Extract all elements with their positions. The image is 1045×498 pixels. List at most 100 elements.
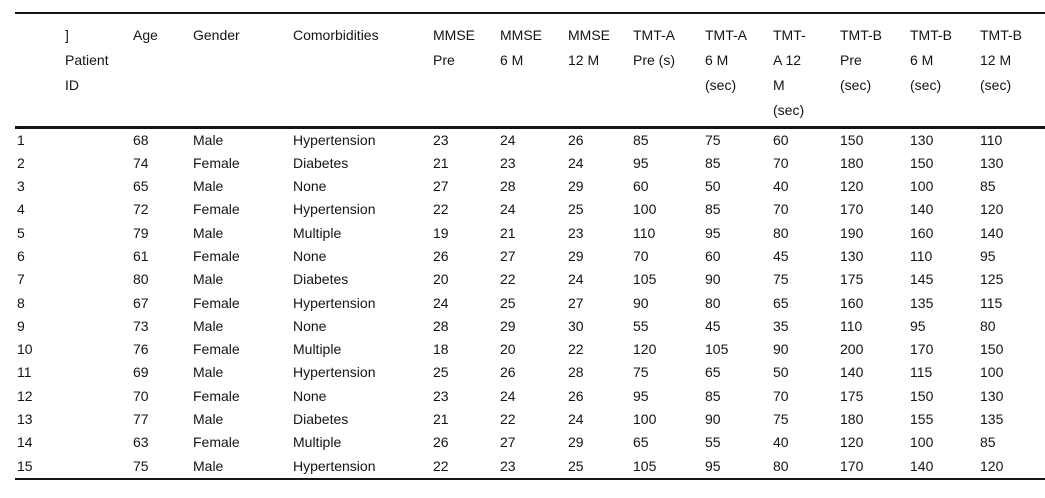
table-row: 5 79 Male Multiple 19 21 23 110 95 80 190 160 140 bbox=[15, 222, 1045, 245]
cell-mmse_6m: 20 bbox=[500, 341, 516, 358]
column-header-mmse_6m: MMSE 6 M bbox=[500, 27, 542, 68]
cell-tmtb_pre: 170 bbox=[840, 457, 864, 474]
cell-age: 75 bbox=[133, 457, 149, 474]
cell-tmta_12m: 80 bbox=[773, 457, 789, 474]
column-header-tmta_12m: TMT- A 12 M (sec) bbox=[773, 27, 806, 118]
cell-age: 74 bbox=[133, 154, 149, 171]
cell-age: 76 bbox=[133, 341, 149, 358]
cell-comorbidities: None bbox=[293, 247, 327, 264]
table-row: 11 69 Male Hypertension 25 26 28 75 65 50 140 115 10… bbox=[15, 361, 1045, 384]
cell-mmse_pre: 23 bbox=[433, 131, 449, 148]
cell-tmtb_pre: 180 bbox=[840, 411, 864, 428]
cell-tmta_12m: 80 bbox=[773, 224, 789, 241]
column-header-tmta_pre: TMT-A Pre (s) bbox=[633, 27, 675, 68]
cell-tmta_12m: 75 bbox=[773, 411, 789, 428]
cell-mmse_pre: 21 bbox=[433, 411, 449, 428]
table-row: 15 75 Male Hypertension 22 23 25 105 95 80 170 140 1… bbox=[15, 455, 1045, 479]
cell-patient_id: 5 bbox=[17, 224, 25, 241]
cell-age: 69 bbox=[133, 364, 149, 381]
cell-tmtb_12m: 140 bbox=[980, 224, 1004, 241]
cell-mmse_pre: 26 bbox=[433, 247, 449, 264]
cell-mmse_pre: 24 bbox=[433, 294, 449, 311]
cell-patient_id: 11 bbox=[17, 364, 32, 381]
cell-mmse_12m: 26 bbox=[568, 387, 584, 404]
cell-tmta_12m: 65 bbox=[773, 294, 789, 311]
table-row: 6 61 Female None 26 27 29 70 60 45 130 110 95 bbox=[15, 245, 1045, 268]
cell-tmtb_pre: 140 bbox=[840, 364, 864, 381]
cell-tmtb_12m: 120 bbox=[980, 457, 1004, 474]
cell-patient_id: 10 bbox=[17, 341, 33, 358]
cell-tmta_pre: 55 bbox=[633, 317, 649, 334]
cell-mmse_12m: 27 bbox=[568, 294, 584, 311]
cell-tmtb_12m: 150 bbox=[980, 341, 1004, 358]
cell-gender: Female bbox=[193, 201, 240, 218]
cell-tmta_pre: 120 bbox=[633, 341, 657, 358]
cell-age: 63 bbox=[133, 434, 149, 451]
patient-data-table: ] Patient ID Age Gender Comorbidities MMSE P… bbox=[15, 12, 1045, 480]
cell-mmse_pre: 19 bbox=[433, 224, 449, 241]
cell-mmse_pre: 20 bbox=[433, 271, 449, 288]
cell-tmta_6m: 85 bbox=[705, 387, 721, 404]
cell-gender: Male bbox=[193, 224, 224, 241]
cell-tmta_pre: 75 bbox=[633, 364, 649, 381]
cell-age: 80 bbox=[133, 271, 149, 288]
cell-age: 72 bbox=[133, 201, 149, 218]
cell-tmtb_12m: 85 bbox=[980, 178, 996, 195]
cell-tmtb_6m: 155 bbox=[910, 411, 934, 428]
cell-mmse_6m: 27 bbox=[500, 247, 516, 264]
column-header-tmtb_12m: TMT-B 12 M (sec) bbox=[980, 27, 1022, 93]
table-header: ] Patient ID Age Gender Comorbidities MMSE P… bbox=[15, 13, 1045, 127]
cell-tmtb_6m: 130 bbox=[910, 131, 934, 148]
cell-gender: Female bbox=[193, 434, 240, 451]
cell-tmta_12m: 75 bbox=[773, 271, 789, 288]
cell-mmse_12m: 26 bbox=[568, 131, 584, 148]
cell-tmtb_6m: 150 bbox=[910, 387, 934, 404]
cell-tmta_12m: 50 bbox=[773, 364, 789, 381]
table-row: 2 74 Female Diabetes 21 23 24 95 85 70 180 150 130 bbox=[15, 152, 1045, 175]
table-row: 3 65 Male None 27 28 29 60 50 40 120 100 85 bbox=[15, 175, 1045, 198]
table-row: 13 77 Male Diabetes 21 22 24 100 90 75 180 155 135 bbox=[15, 408, 1045, 431]
cell-mmse_12m: 28 bbox=[568, 364, 584, 381]
cell-tmta_12m: 70 bbox=[773, 387, 789, 404]
cell-tmtb_12m: 100 bbox=[980, 364, 1004, 381]
cell-mmse_12m: 29 bbox=[568, 434, 584, 451]
cell-mmse_6m: 28 bbox=[500, 178, 516, 195]
cell-tmta_6m: 60 bbox=[705, 247, 721, 264]
cell-patient_id: 13 bbox=[17, 411, 33, 428]
cell-tmtb_pre: 190 bbox=[840, 224, 864, 241]
cell-comorbidities: Diabetes bbox=[293, 154, 349, 171]
cell-gender: Female bbox=[193, 247, 240, 264]
cell-comorbidities: Hypertension bbox=[293, 131, 376, 148]
cell-mmse_pre: 25 bbox=[433, 364, 449, 381]
cell-tmta_6m: 45 bbox=[705, 317, 721, 334]
cell-age: 73 bbox=[133, 317, 149, 334]
cell-patient_id: 7 bbox=[17, 271, 25, 288]
cell-gender: Female bbox=[193, 387, 240, 404]
cell-tmtb_12m: 115 bbox=[980, 294, 1003, 311]
cell-age: 77 bbox=[133, 411, 149, 428]
cell-tmta_pre: 85 bbox=[633, 131, 649, 148]
cell-tmta_12m: 40 bbox=[773, 434, 789, 451]
cell-patient_id: 15 bbox=[17, 457, 33, 474]
cell-mmse_12m: 24 bbox=[568, 271, 584, 288]
cell-patient_id: 1 bbox=[17, 131, 25, 148]
cell-tmta_12m: 60 bbox=[773, 131, 789, 148]
cell-age: 79 bbox=[133, 224, 149, 241]
table-body: 1 68 Male Hypertension 23 24 26 85 75 60 150 130 110… bbox=[15, 127, 1045, 479]
cell-tmta_pre: 60 bbox=[633, 178, 649, 195]
cell-tmta_pre: 105 bbox=[633, 271, 657, 288]
patient-data-table-wrapper: ] Patient ID Age Gender Comorbidities MMSE P… bbox=[15, 12, 1045, 480]
cell-age: 70 bbox=[133, 387, 149, 404]
cell-mmse_12m: 29 bbox=[568, 247, 584, 264]
cell-tmtb_6m: 150 bbox=[910, 154, 934, 171]
cell-tmta_pre: 105 bbox=[633, 457, 657, 474]
cell-tmtb_6m: 100 bbox=[910, 178, 934, 195]
cell-tmtb_6m: 170 bbox=[910, 341, 934, 358]
cell-patient_id: 8 bbox=[17, 294, 25, 311]
cell-tmta_12m: 35 bbox=[773, 317, 789, 334]
cell-comorbidities: Hypertension bbox=[293, 294, 376, 311]
cell-mmse_6m: 24 bbox=[500, 131, 516, 148]
cell-mmse_12m: 23 bbox=[568, 224, 584, 241]
cell-mmse_pre: 22 bbox=[433, 201, 449, 218]
cell-mmse_6m: 22 bbox=[500, 271, 516, 288]
